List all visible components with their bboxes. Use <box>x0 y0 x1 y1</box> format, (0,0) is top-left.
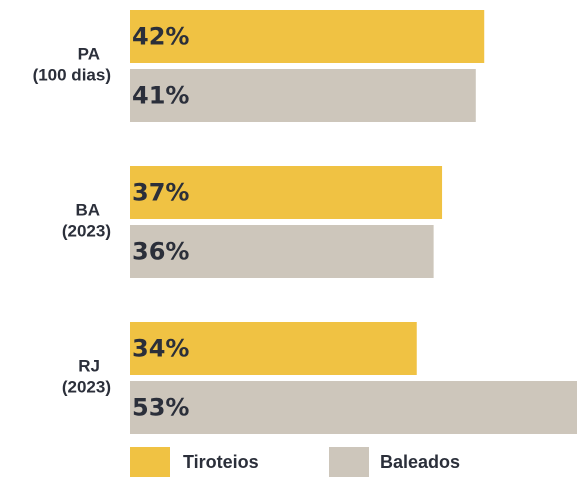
category-line: BA <box>75 201 100 220</box>
legend-swatch <box>329 447 369 477</box>
legend-swatch <box>130 447 170 477</box>
category-line: (2023) <box>62 222 111 241</box>
legend-label: Tiroteios <box>183 452 259 472</box>
value-label: 41% <box>132 82 189 110</box>
value-label: 36% <box>132 238 189 266</box>
legend-label: Baleados <box>380 452 460 472</box>
bar <box>130 10 485 63</box>
bar <box>130 381 577 434</box>
category-line: PA <box>78 45 100 64</box>
category-line: RJ <box>78 357 100 376</box>
category-line: (100 dias) <box>33 66 111 85</box>
bar <box>130 322 417 375</box>
category-label: PA (100 dias) <box>33 45 111 85</box>
category-line: (2023) <box>62 378 111 397</box>
value-label: 42% <box>132 23 189 51</box>
bar <box>130 166 443 219</box>
value-label: 53% <box>132 394 189 422</box>
value-label: 34% <box>132 335 189 363</box>
category-label: BA (2023) <box>62 201 111 241</box>
category-label: RJ (2023) <box>62 357 111 397</box>
bar <box>130 225 434 278</box>
value-label: 37% <box>132 179 189 207</box>
bar <box>130 69 476 122</box>
